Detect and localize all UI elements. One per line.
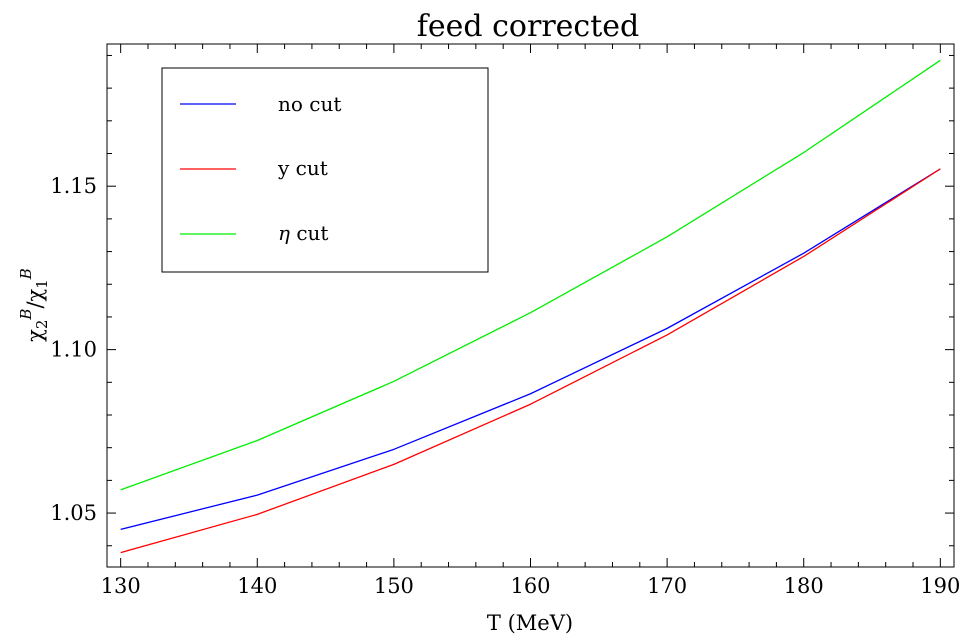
x-tick-label: 150 [374, 574, 414, 598]
chart-title: feed corrected [417, 9, 639, 44]
y-axis-label: χ2B/χ1B [17, 268, 51, 342]
x-tick-label: 190 [920, 574, 959, 598]
legend-label-y-cut: y cut [277, 156, 328, 180]
y-tick-label: 1.10 [50, 338, 97, 362]
y-label-sub-denominator: 1 [33, 279, 51, 289]
axis-ticks [107, 44, 954, 567]
y-label-chi-numerator: χ [23, 329, 47, 342]
x-tick-label: 180 [784, 574, 824, 598]
y-label-sup-denominator: B [17, 268, 35, 280]
y-label-sup-numerator: B [17, 309, 35, 321]
series-line-eta-cut [120, 59, 941, 491]
legend-symbol-eta-cut: η [278, 221, 290, 245]
legend-text-eta-cut: cut [290, 221, 328, 245]
x-tick-labels: 130 140 150 160 170 180 190 [101, 574, 959, 598]
x-tick-label: 170 [647, 574, 687, 598]
legend-label-eta-cut: η cut [278, 221, 328, 245]
y-label-sub-numerator: 2 [33, 320, 51, 330]
x-tick-label: 140 [237, 574, 277, 598]
legend-label-no-cut: no cut [278, 92, 341, 116]
series-lines [120, 59, 941, 554]
x-tick-label: 160 [510, 574, 550, 598]
y-label-chi-denominator: χ [23, 288, 47, 301]
x-axis-label: T (MeV) [487, 611, 573, 635]
y-tick-label: 1.15 [50, 174, 97, 198]
legend-text-no-cut: no cut [278, 92, 341, 116]
legend: no cut y cut η cut [161, 67, 489, 273]
legend-text-y-cut: y cut [277, 156, 328, 180]
series-line-y-cut [120, 168, 941, 554]
series-line-no-cut [120, 168, 941, 531]
y-tick-labels: 1.05 1.10 1.15 [50, 174, 97, 525]
x-tick-label: 130 [101, 574, 141, 598]
y-tick-label: 1.05 [50, 501, 97, 525]
legend-box [161, 67, 489, 273]
y-label-slash: / [23, 301, 47, 309]
